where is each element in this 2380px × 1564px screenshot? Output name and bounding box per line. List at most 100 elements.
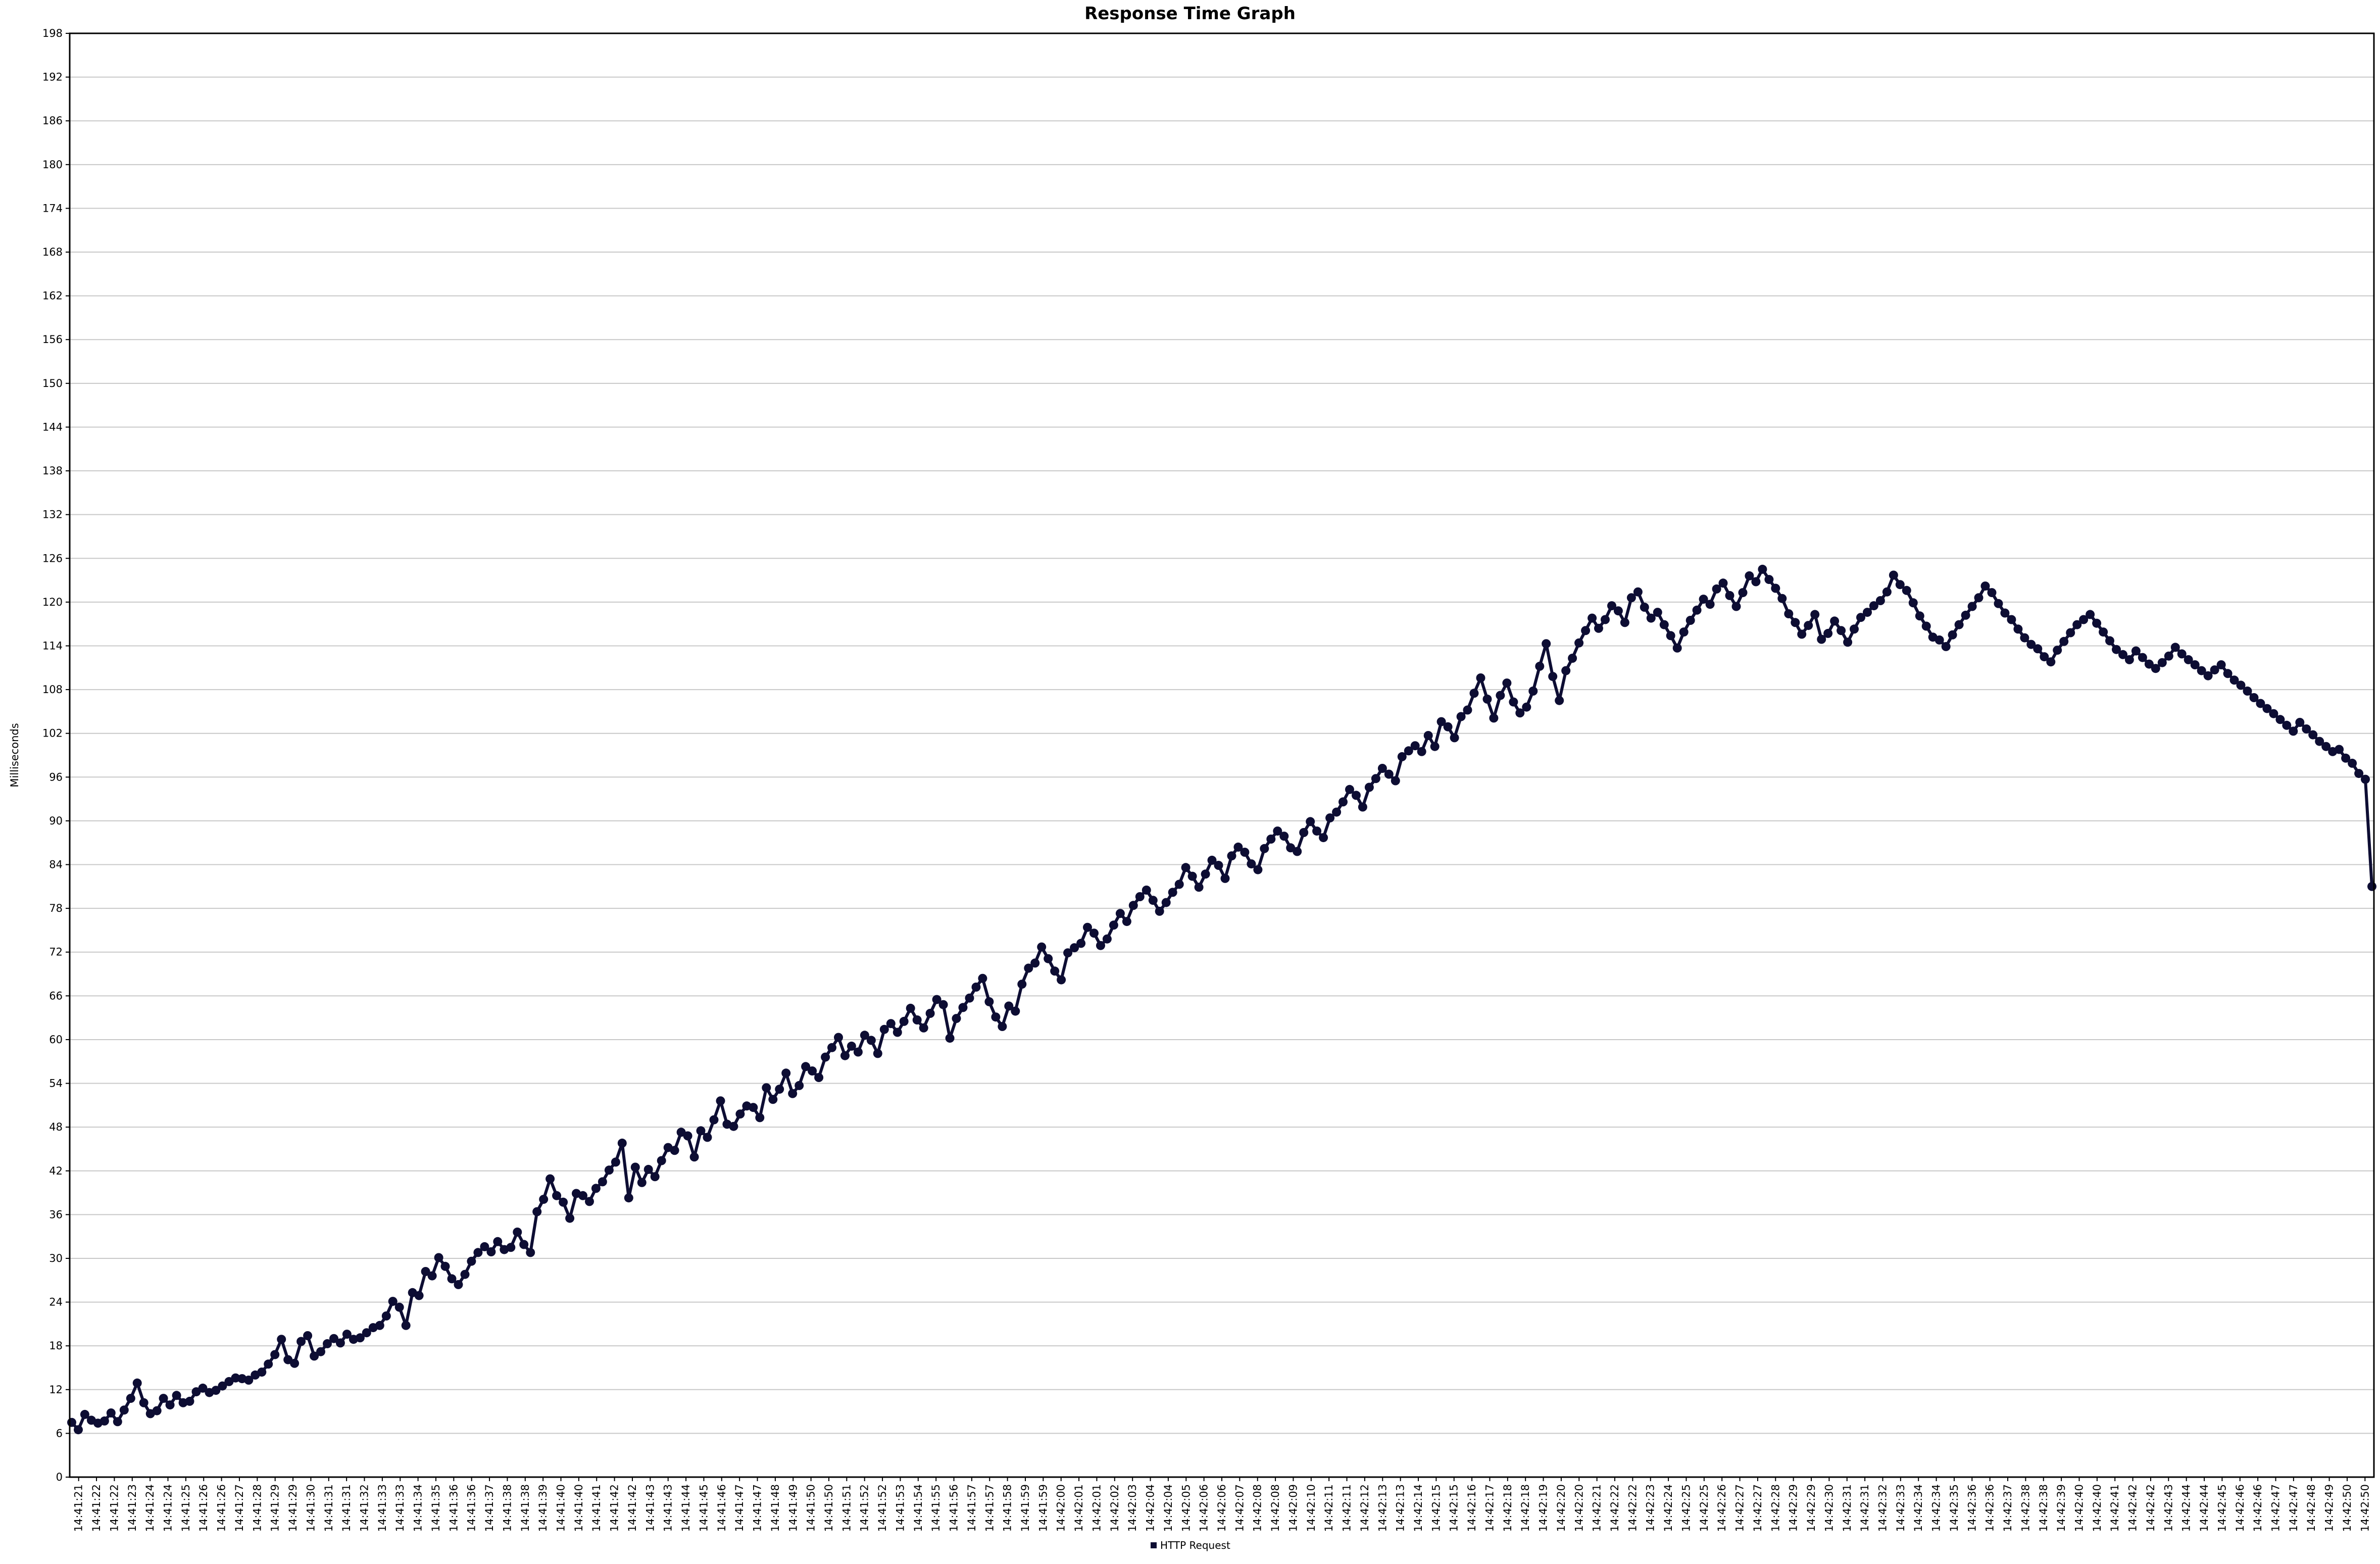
x-tick-label: 14:41:33: [394, 1484, 406, 1532]
data-point: [938, 1000, 948, 1009]
x-tick-label: 14:42:02: [1109, 1484, 1121, 1532]
x-tick-label: 14:41:59: [1019, 1484, 1031, 1532]
x-tick-label: 14:41:51: [840, 1484, 853, 1532]
data-point: [670, 1146, 679, 1155]
x-tick-label: 14:42:05: [1180, 1484, 1192, 1532]
data-point: [1450, 733, 1459, 743]
x-tick-label: 14:42:49: [2323, 1484, 2336, 1532]
data-point: [355, 1333, 365, 1343]
data-point: [1456, 712, 1466, 721]
data-point: [421, 1267, 430, 1276]
x-tick-label: 14:42:20: [1573, 1484, 1585, 1532]
data-point: [2157, 658, 2167, 667]
x-tick-label: 14:42:06: [1216, 1484, 1228, 1532]
data-point: [755, 1113, 765, 1122]
data-point: [1633, 587, 1643, 597]
data-point: [119, 1405, 129, 1415]
data-point: [1935, 635, 1944, 645]
y-tick-label: 84: [49, 859, 63, 871]
data-point: [1987, 588, 1997, 598]
data-point: [335, 1338, 345, 1348]
y-tick-label: 48: [49, 1121, 63, 1133]
data-point: [2243, 687, 2252, 696]
data-point: [1489, 713, 1499, 723]
data-point: [1122, 917, 1131, 926]
x-tick-label: 14:42:31: [1859, 1484, 1871, 1532]
data-point: [1777, 594, 1787, 603]
data-point: [1247, 859, 1256, 869]
data-point: [1941, 642, 1951, 651]
y-tick-label: 168: [42, 246, 63, 258]
x-tick-label: 14:41:59: [1037, 1484, 1049, 1532]
data-point: [984, 997, 994, 1006]
data-point: [1417, 747, 1426, 756]
x-tick-label: 14:41:34: [412, 1484, 424, 1532]
data-point: [591, 1184, 601, 1193]
data-point: [808, 1066, 817, 1076]
data-point: [965, 993, 974, 1003]
data-point: [2144, 659, 2154, 669]
x-tick-label: 14:41:57: [983, 1484, 996, 1532]
y-tick-label: 54: [49, 1078, 63, 1090]
y-tick-label: 66: [49, 990, 63, 1002]
data-point: [1830, 616, 1840, 626]
y-tick-label: 102: [42, 727, 63, 740]
data-point: [978, 973, 987, 983]
data-point: [585, 1197, 594, 1206]
data-point: [270, 1350, 280, 1359]
data-point: [1161, 898, 1171, 907]
data-point: [486, 1247, 496, 1256]
data-point: [1135, 892, 1145, 901]
data-point: [552, 1191, 562, 1200]
data-point: [211, 1386, 221, 1395]
data-point: [1509, 697, 1518, 707]
data-point: [827, 1043, 836, 1052]
plot-frame: [69, 32, 2375, 1478]
x-tick-label: 14:42:09: [1287, 1484, 1299, 1532]
data-point: [683, 1131, 692, 1141]
data-point: [1640, 603, 1649, 612]
y-tick-label: 144: [42, 421, 63, 433]
data-point: [1712, 584, 1721, 594]
data-point: [1306, 817, 1315, 826]
data-point: [2086, 610, 2095, 619]
data-point: [1791, 618, 1800, 627]
x-tick-label: 14:41:33: [376, 1484, 388, 1532]
data-point: [2099, 627, 2108, 637]
data-point: [1620, 618, 1629, 627]
x-tick-label: 14:42:46: [2252, 1484, 2264, 1532]
data-point: [1227, 851, 1236, 861]
y-tick-label: 72: [49, 946, 63, 958]
data-point: [735, 1109, 745, 1119]
x-tick-label: 14:42:39: [2055, 1484, 2067, 1532]
data-point: [1174, 879, 1184, 889]
data-point: [381, 1311, 391, 1321]
y-tick-label: 108: [42, 683, 63, 696]
data-point: [1201, 869, 1210, 879]
y-tick-label: 0: [56, 1471, 63, 1483]
x-tick-label: 14:42:36: [1966, 1484, 1978, 1532]
data-point: [290, 1358, 300, 1368]
data-point: [2118, 650, 2127, 659]
data-point: [1601, 615, 1610, 624]
data-point: [1463, 705, 1472, 715]
data-point: [74, 1425, 83, 1435]
data-point: [762, 1083, 771, 1093]
x-tick-label: 14:41:31: [340, 1484, 353, 1532]
data-point: [1817, 634, 1826, 644]
data-point: [1797, 629, 1807, 639]
data-point: [1024, 963, 1033, 973]
data-point: [1869, 601, 1878, 611]
data-point: [1908, 598, 1918, 608]
x-tick-label: 14:41:26: [216, 1484, 228, 1532]
data-point: [598, 1177, 607, 1187]
x-tick-label: 14:41:21: [73, 1484, 85, 1532]
data-point: [1352, 791, 1361, 800]
data-point: [159, 1394, 168, 1403]
x-tick-label: 14:41:48: [769, 1484, 781, 1532]
data-point: [1535, 661, 1545, 671]
x-tick-label: 14:42:08: [1252, 1484, 1264, 1532]
data-point: [1076, 939, 1086, 948]
x-tick-label: 14:42:14: [1412, 1484, 1424, 1532]
data-point: [1856, 613, 1865, 622]
